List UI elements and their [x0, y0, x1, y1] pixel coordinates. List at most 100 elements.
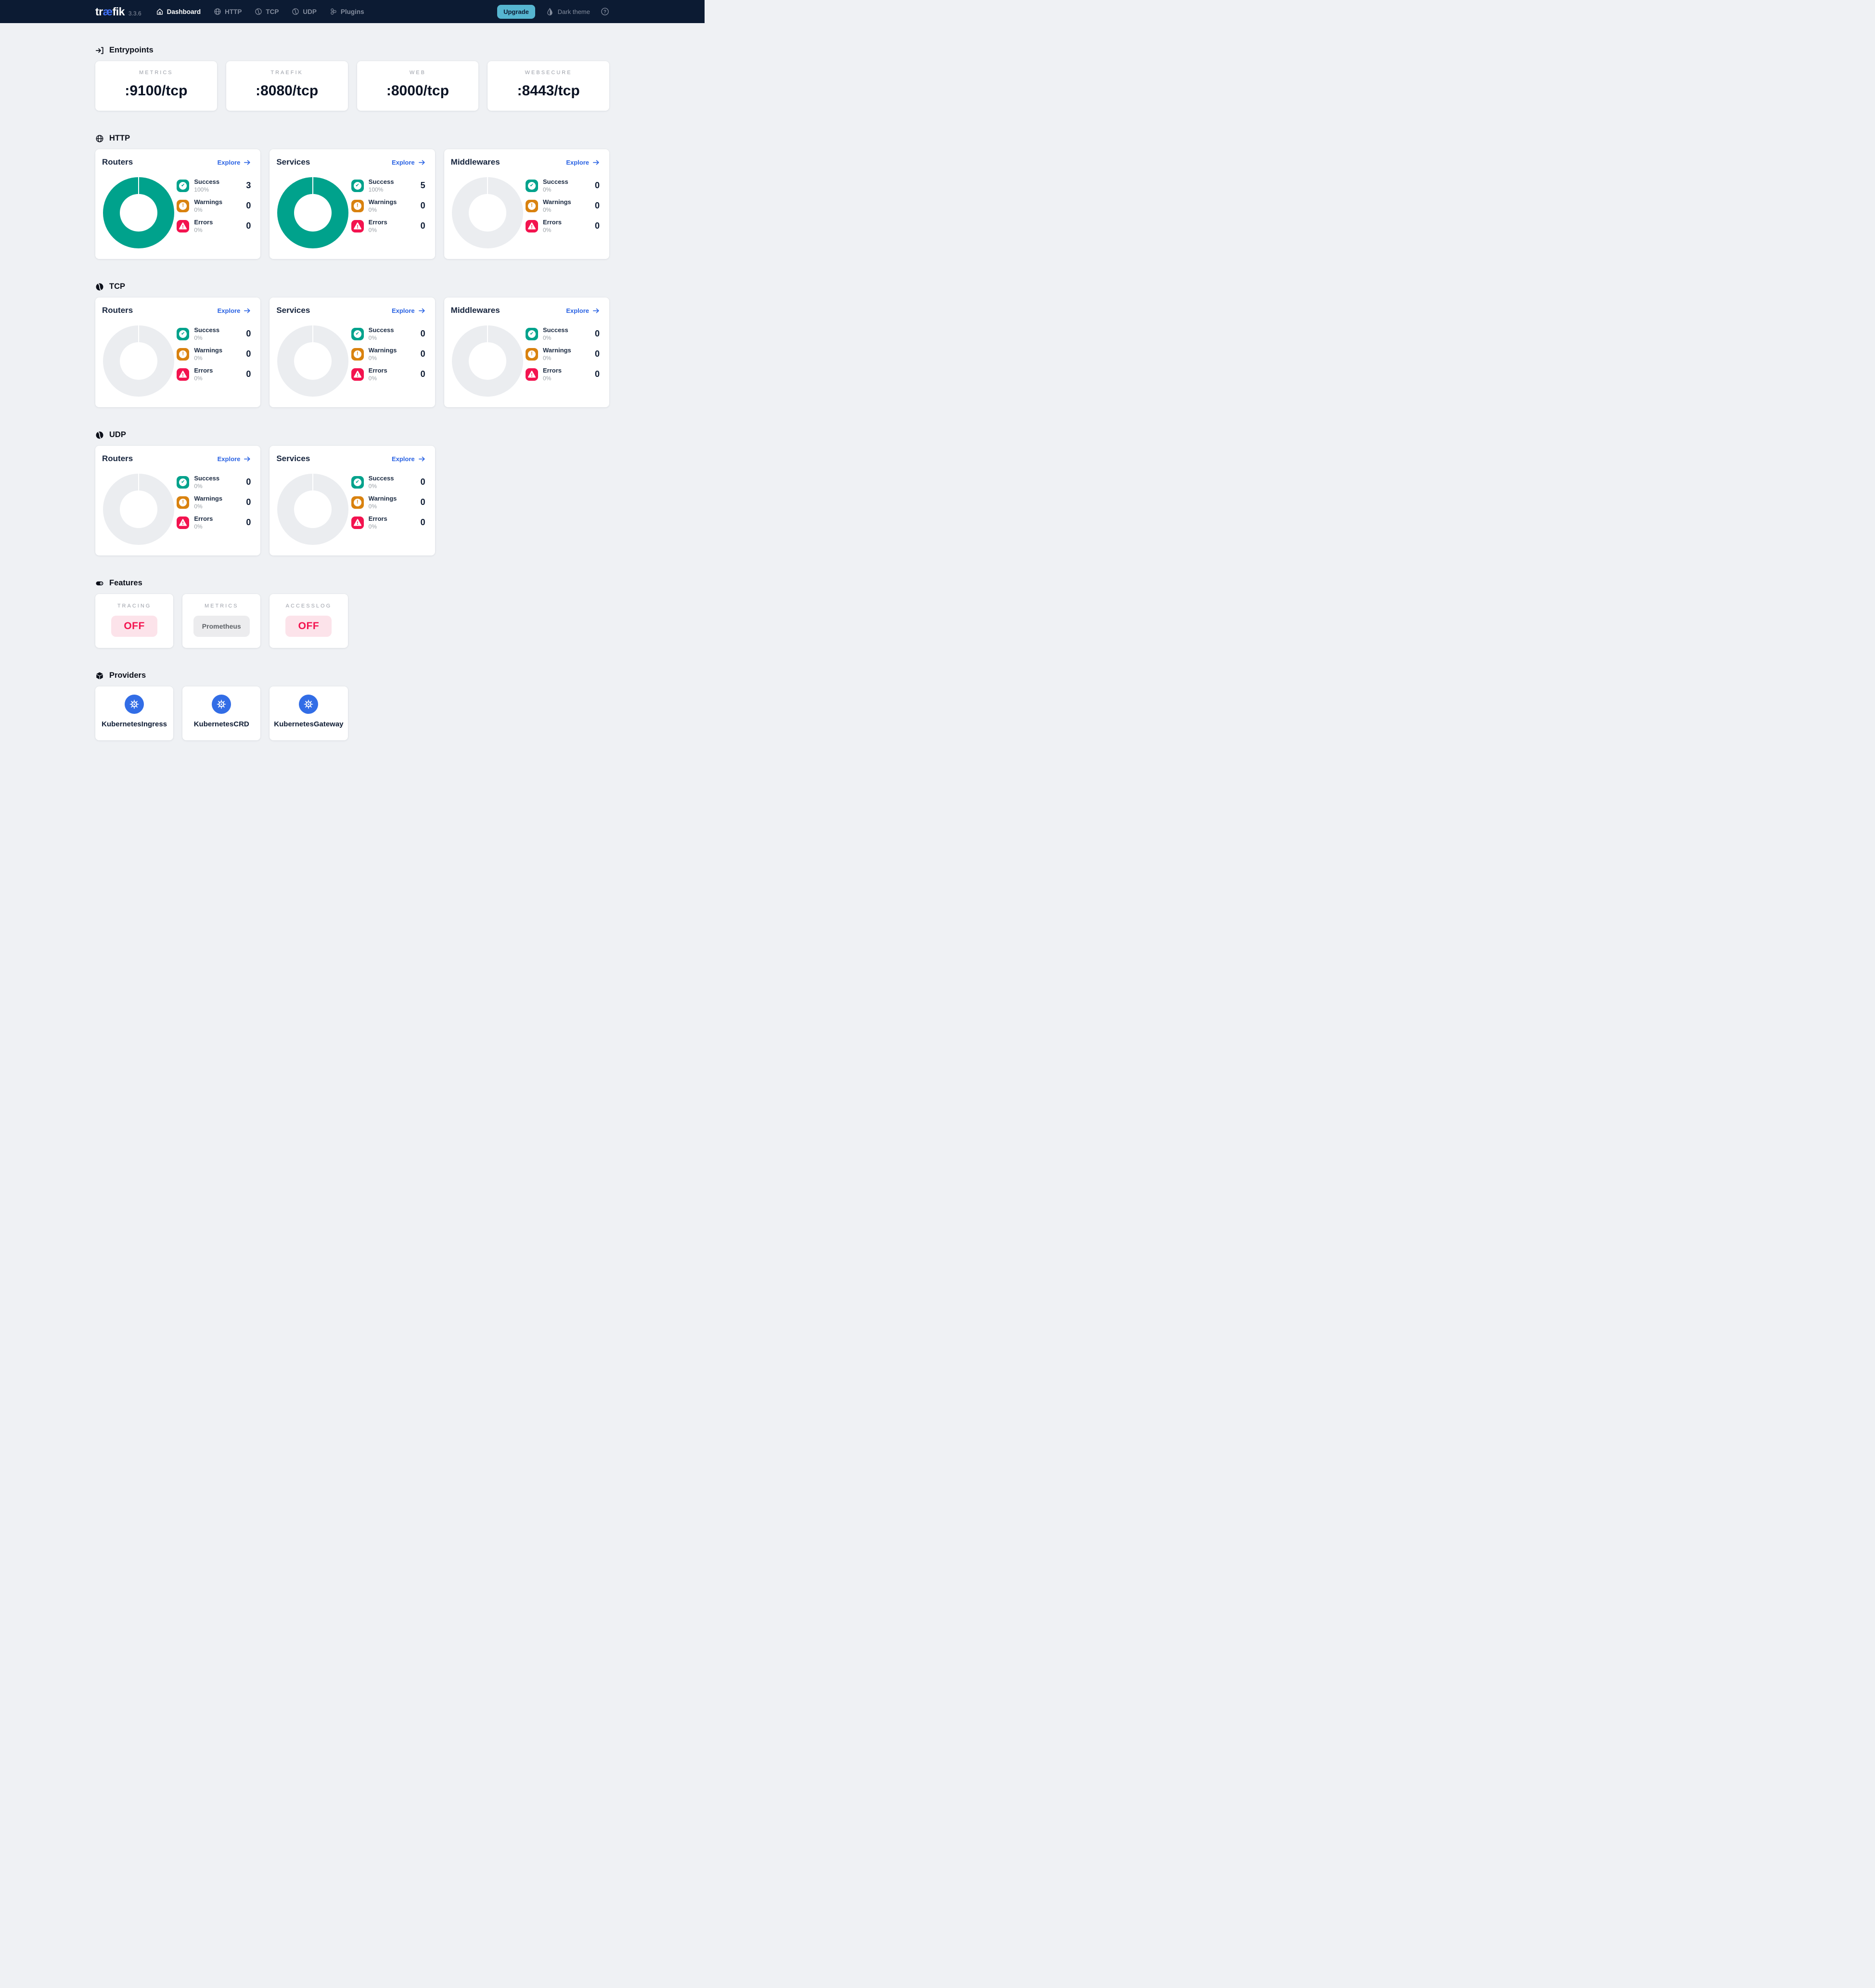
stat-percentage: 0%	[368, 483, 377, 490]
globe-icon	[95, 134, 104, 143]
stat-label: Errors	[194, 515, 213, 522]
stat-label: Errors	[368, 219, 387, 226]
stat-value: 0	[246, 221, 251, 231]
stat-errors: Errors 0% 0	[351, 367, 425, 382]
stat-value: 0	[594, 329, 600, 338]
check-icon: ✔	[526, 327, 538, 340]
stat-value: 0	[420, 329, 425, 338]
stat-label: Errors	[194, 219, 213, 226]
stat-percentage: 0%	[368, 227, 377, 233]
donut-chart	[451, 325, 523, 397]
arrow-right-icon	[418, 159, 425, 166]
nav-item-dashboard[interactable]: Dashboard	[156, 8, 201, 15]
check-icon: ✔	[351, 327, 364, 340]
stat-percentage: 0%	[194, 355, 203, 361]
stat-success: ✔ Success 0% 0	[526, 178, 600, 193]
stat-percentage: 0%	[194, 483, 203, 490]
stat-percentage: 100%	[368, 186, 384, 193]
nav-label: Dashboard	[167, 8, 201, 15]
stat-warnings: ! Warnings 0% 0	[177, 347, 251, 361]
stat-percentage: 0%	[543, 186, 552, 193]
upgrade-button[interactable]: Upgrade	[497, 4, 535, 19]
explore-link[interactable]: Explore	[392, 307, 425, 314]
stat-success: ✔ Success 100% 5	[351, 178, 425, 193]
nav-item-plugins[interactable]: Plugins	[330, 8, 364, 15]
stat-value: 0	[246, 369, 251, 379]
explore-link[interactable]: Explore	[392, 455, 425, 463]
stat-value: 0	[594, 369, 600, 379]
stat-value: 0	[246, 497, 251, 507]
stat-label: Success	[368, 178, 394, 185]
stat-label: Errors	[194, 367, 213, 374]
warning-triangle-icon	[351, 516, 364, 529]
section-title: HTTP	[109, 134, 130, 142]
udp-section: UDP Routers Explore ✔ Success 0% 0! Warnings 0%…	[95, 430, 609, 555]
droplet-icon	[546, 8, 554, 16]
feature-card-tracing: TRACING OFF	[95, 594, 174, 648]
stat-warnings: ! Warnings 0% 0	[526, 347, 600, 361]
entrypoint-label: WEB	[409, 70, 426, 76]
card-title: Routers	[102, 454, 133, 463]
nav-item-http[interactable]: HTTP	[214, 8, 242, 15]
stat-success: ✔ Success 0% 0	[177, 475, 251, 490]
nav-item-tcp[interactable]: TCP	[255, 8, 279, 15]
exclamation-icon: !	[351, 348, 364, 361]
stat-value: 0	[246, 477, 251, 487]
stat-value: 0	[420, 349, 425, 359]
stat-value: 0	[420, 201, 425, 210]
check-icon: ✔	[351, 179, 364, 192]
explore-link[interactable]: Explore	[566, 159, 600, 166]
arrow-right-icon	[418, 307, 425, 314]
tcp-middlewares-card: Middlewares Explore ✔ Success 0% 0! Warnings 0%…	[444, 297, 609, 407]
stat-value: 0	[594, 201, 600, 210]
nav-item-udp[interactable]: UDP	[292, 8, 317, 15]
tcp-section: TCP Routers Explore ✔ Success 0% 0! Warnings 0%…	[95, 282, 609, 407]
udp-routers-card: Routers Explore ✔ Success 0% 0! Warnings 0% 0 Err…	[95, 446, 261, 555]
exclamation-icon: !	[526, 199, 538, 212]
stat-label: Warnings	[543, 198, 571, 206]
stat-percentage: 0%	[194, 503, 203, 510]
card-title: Routers	[102, 157, 133, 167]
explore-link[interactable]: Explore	[392, 159, 425, 166]
stat-label: Warnings	[194, 495, 223, 502]
stat-percentage: 100%	[194, 186, 209, 193]
stat-percentage: 0%	[368, 335, 377, 341]
stat-percentage: 0%	[194, 375, 203, 382]
exclamation-icon: !	[177, 348, 190, 361]
stat-label: Errors	[368, 515, 387, 522]
exclamation-icon: !	[177, 496, 190, 509]
stat-label: Success	[368, 475, 394, 482]
stat-percentage: 0%	[368, 355, 377, 361]
arrow-right-icon	[244, 159, 251, 166]
theme-toggle[interactable]: Dark theme	[546, 8, 590, 16]
card-title: Services	[276, 454, 310, 463]
explore-label: Explore	[391, 158, 415, 166]
explore-label: Explore	[566, 307, 589, 314]
entrypoint-value: :8443/tcp	[517, 83, 580, 99]
stat-errors: Errors 0% 0	[351, 219, 425, 233]
explore-link[interactable]: Explore	[218, 307, 251, 314]
explore-link[interactable]: Explore	[218, 455, 251, 463]
kubernetes-icon	[212, 695, 231, 714]
stat-value: 0	[246, 517, 251, 527]
stat-success: ✔ Success 0% 0	[177, 326, 251, 341]
entrypoint-card-metrics: METRICS :9100/tcp	[95, 61, 217, 111]
pipe-icon	[292, 8, 299, 15]
donut-chart	[103, 474, 174, 545]
stat-percentage: 0%	[543, 207, 552, 213]
stat-errors: Errors 0% 0	[526, 219, 600, 233]
top-navbar: træfik 3.3.6 Dashboard HTTP TCP UDP	[0, 0, 705, 23]
feature-status-badge: OFF	[285, 616, 332, 637]
provider-label: KubernetesCRD	[193, 720, 249, 728]
kubernetes-icon	[125, 695, 144, 714]
explore-link[interactable]: Explore	[566, 307, 600, 314]
stat-success: ✔ Success 0% 0	[351, 326, 425, 341]
stat-success: ✔ Success 100% 3	[177, 178, 251, 193]
donut-chart	[103, 177, 174, 248]
feature-label: TRACING	[117, 603, 152, 609]
help-icon[interactable]	[601, 7, 609, 16]
exclamation-icon: !	[351, 199, 364, 212]
card-title: Routers	[102, 306, 133, 315]
section-title: Entrypoints	[109, 46, 154, 54]
explore-link[interactable]: Explore	[218, 159, 251, 166]
